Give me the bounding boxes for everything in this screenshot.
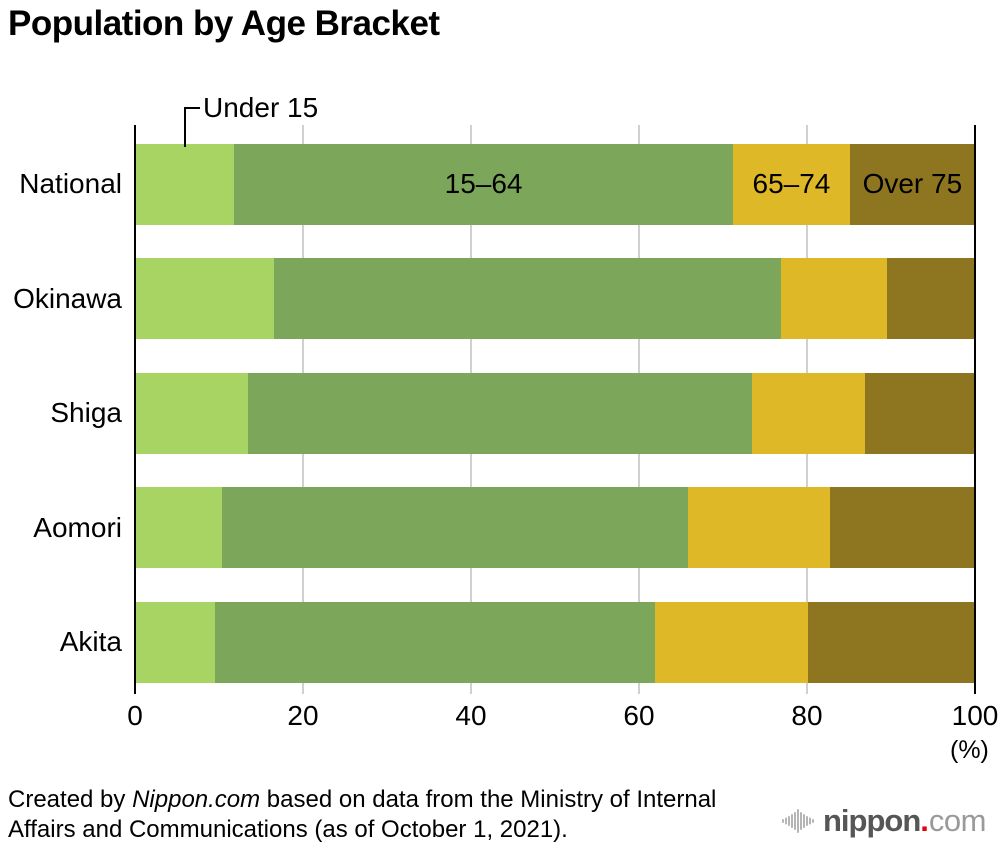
series-inline-label-15-64: 15–64 [444, 168, 523, 199]
x-tick-label-0: 0 [127, 700, 143, 731]
bar-row-aomori: Aomori [33, 487, 975, 568]
stacked-bar-national: 15–64 65–74 Over 75 [135, 143, 975, 225]
bar-segment-shiga-over-75 [864, 372, 975, 454]
source-note: Created by Nippon.com based on data from… [8, 785, 716, 845]
stacked-bar-okinawa [135, 258, 975, 339]
bar-segment-akita-under-15 [135, 601, 215, 683]
bar-segment-okinawa-15-64 [273, 258, 781, 339]
source-note-text-1: Created by [8, 786, 133, 813]
bar-segment-aomori-over-75 [829, 487, 975, 568]
x-tick-label-100: 100 [951, 700, 999, 731]
x-tick-label-40: 40 [455, 700, 487, 731]
x-tick-label-60: 60 [623, 700, 655, 731]
source-note-brand: Nippon.com [132, 786, 261, 813]
category-label-okinawa: Okinawa [13, 282, 122, 314]
logo-tld: com [928, 803, 987, 838]
nippon-logo: nippon. com [782, 801, 987, 841]
stacked-bar-akita [135, 601, 975, 683]
bar-segment-aomori-15-64 [222, 487, 688, 568]
waveform-icon [782, 809, 814, 833]
axis-line-0 [134, 125, 136, 694]
category-label-akita: Akita [59, 626, 122, 657]
category-label-aomori: Aomori [33, 511, 122, 543]
source-note-text-2: based on data from the Ministry of Inter… [260, 786, 717, 813]
chart-title: Population by Age Bracket [8, 4, 440, 43]
bar-segment-shiga-15-64 [248, 372, 753, 454]
bar-segment-akita-over-75 [807, 601, 975, 683]
bar-segment-national-over-75: Over 75 [849, 143, 975, 225]
source-note-text-3: Affairs and Communications (as of Octobe… [8, 816, 568, 843]
category-label-shiga: Shiga [50, 397, 122, 428]
stacked-bar-shiga [135, 372, 975, 454]
annotation-leader-line-horizontal [183, 107, 200, 109]
series-inline-label-65-74: 65–74 [752, 168, 831, 199]
bar-segment-shiga-under-15 [135, 372, 249, 454]
bar-segment-aomori-65-74 [687, 487, 830, 568]
category-label-national: National [19, 168, 122, 199]
axis-unit-label: (%) [950, 736, 989, 764]
bar-row-akita: Akita [60, 601, 975, 683]
axis-line-100 [974, 125, 976, 694]
bar-segment-okinawa-over-75 [886, 258, 975, 339]
x-tick-label-80: 80 [791, 700, 823, 731]
bar-segment-okinawa-under-15 [135, 258, 274, 339]
bar-segment-national-15-64: 15–64 [234, 143, 734, 225]
bar-segment-national-65-74: 65–74 [733, 143, 850, 225]
logo-dot: . [920, 803, 929, 838]
bar-segment-akita-65-74 [654, 601, 808, 683]
x-tick-label-20: 20 [287, 700, 319, 731]
stacked-bar-aomori [135, 487, 975, 568]
plot-area: Under 15 0 20 40 60 80 100 National 15–64 65–74 O… [13, 92, 998, 731]
bar-row-okinawa: Okinawa [13, 258, 975, 339]
bar-segment-national-under-15 [135, 143, 235, 225]
bar-segment-shiga-65-74 [752, 372, 865, 454]
bar-segment-okinawa-65-74 [780, 258, 887, 339]
bar-row-national: National 15–64 65–74 Over 75 [19, 143, 975, 225]
bar-row-shiga: Shiga [50, 372, 975, 454]
logo-name: nippon [823, 803, 921, 838]
bar-segment-aomori-under-15 [135, 487, 223, 568]
series-inline-label-over-75: Over 75 [862, 168, 963, 199]
annotation-under-15-label: Under 15 [203, 92, 319, 123]
bar-segment-akita-15-64 [214, 601, 655, 683]
annotation-leader-line-vertical [183, 107, 186, 147]
